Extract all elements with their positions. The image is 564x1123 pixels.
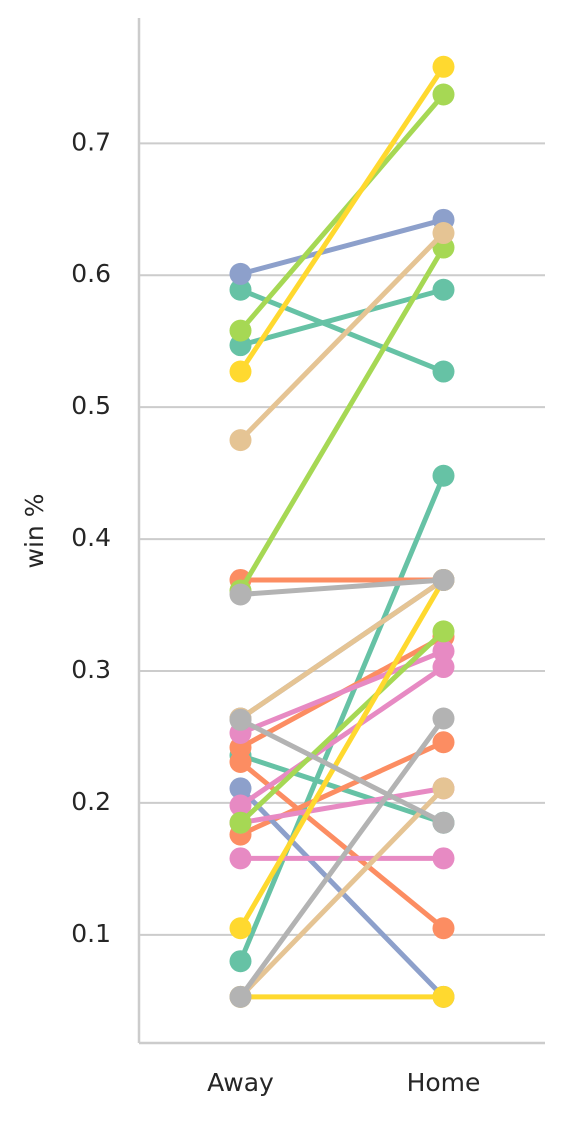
- point-marker: [229, 319, 252, 342]
- point-marker: [229, 262, 252, 285]
- point-marker: [229, 583, 252, 606]
- series-line: [238, 230, 446, 443]
- series: [229, 707, 455, 1008]
- series-line: [238, 287, 446, 375]
- point-marker: [432, 55, 455, 78]
- point-marker: [229, 708, 252, 731]
- y-tick-label: 0.4: [71, 523, 111, 552]
- series-line: [238, 92, 446, 334]
- series-line: [238, 715, 446, 1000]
- point-marker: [432, 707, 455, 730]
- point-marker: [229, 917, 252, 940]
- point-marker: [432, 731, 455, 754]
- series-line: [238, 64, 446, 375]
- y-tick-label: 0.1: [71, 919, 111, 948]
- point-marker: [229, 278, 252, 301]
- point-marker: [229, 950, 252, 973]
- x-tick-label: Away: [207, 1068, 274, 1097]
- point-marker: [432, 640, 455, 663]
- series-line: [238, 287, 446, 348]
- point-marker: [432, 847, 455, 870]
- y-tick-label: 0.5: [71, 391, 111, 420]
- x-tick-label: Home: [407, 1068, 481, 1097]
- point-marker: [432, 985, 455, 1008]
- y-axis-label: win %: [20, 494, 49, 569]
- point-marker: [432, 278, 455, 301]
- series-line: [238, 577, 446, 597]
- point-marker: [432, 568, 455, 591]
- point-marker: [229, 360, 252, 383]
- point-marker: [229, 985, 252, 1008]
- point-marker: [229, 429, 252, 452]
- series-line: [238, 577, 446, 721]
- point-marker: [432, 464, 455, 487]
- point-marker: [432, 360, 455, 383]
- series-line: [238, 717, 446, 826]
- series-line: [238, 785, 446, 1000]
- series-line: [238, 664, 446, 809]
- series-line: [238, 217, 446, 277]
- point-marker: [229, 811, 252, 834]
- point-marker: [432, 917, 455, 940]
- y-tick-label: 0.6: [71, 259, 111, 288]
- series: [229, 83, 455, 342]
- series-line: [238, 785, 446, 826]
- series: [229, 278, 455, 383]
- series-line: [238, 245, 446, 594]
- series: [229, 568, 455, 606]
- series: [229, 55, 455, 383]
- point-marker: [229, 794, 252, 817]
- series-line: [238, 473, 446, 964]
- series: [229, 656, 455, 817]
- series: [229, 620, 455, 834]
- point-marker: [432, 620, 455, 643]
- point-marker: [229, 777, 252, 800]
- y-tick-label: 0.2: [71, 787, 111, 816]
- series: [229, 985, 455, 1008]
- series-line: [238, 577, 446, 931]
- series: [229, 464, 455, 973]
- series-line: [238, 628, 446, 826]
- point-marker: [432, 222, 455, 245]
- series: [229, 222, 455, 452]
- y-tick-label: 0.3: [71, 655, 111, 684]
- point-marker: [432, 777, 455, 800]
- point-marker: [229, 751, 252, 774]
- point-marker: [432, 83, 455, 106]
- point-marker: [229, 847, 252, 870]
- point-marker: [432, 656, 455, 679]
- y-tick-label: 0.7: [71, 127, 111, 156]
- point-marker: [432, 811, 455, 834]
- series: [229, 708, 455, 834]
